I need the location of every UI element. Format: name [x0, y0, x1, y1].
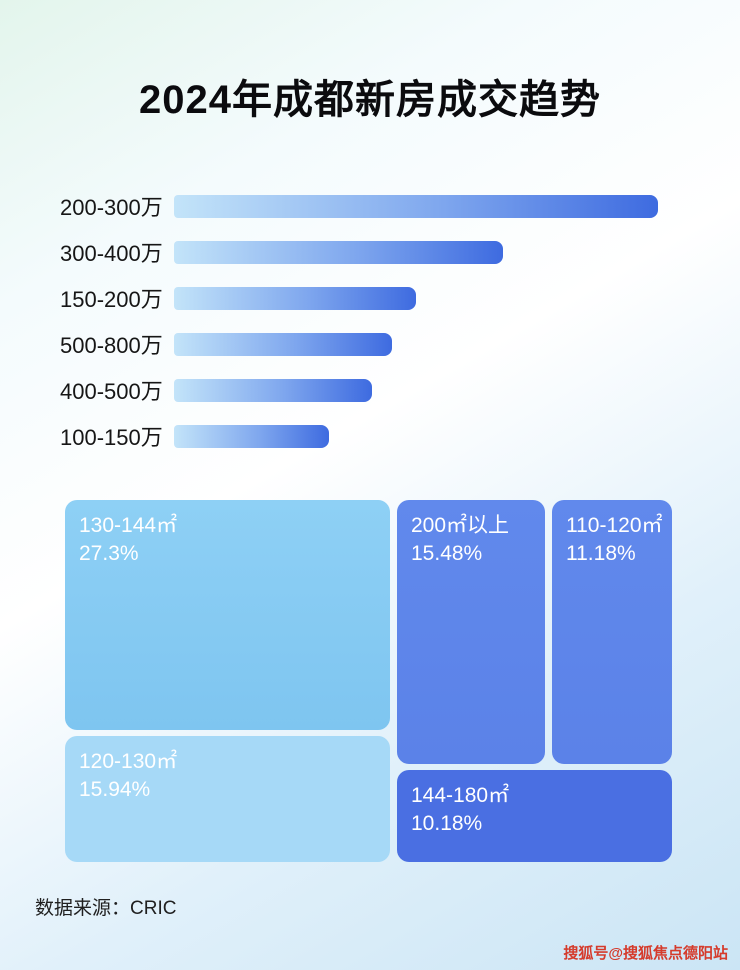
treemap-percent: 10.18% [411, 812, 483, 836]
page-title: 2024年成都新房成交趋势 [139, 77, 601, 122]
bar-100-150w [174, 424, 329, 448]
bar-category-label: 200-300万 [60, 195, 163, 220]
data-source-label: 数据来源：CRIC [35, 898, 177, 919]
treemap-block-130-144: 130-144㎡ 27.3% [65, 500, 390, 730]
watermark-text: 搜狐号@搜狐焦点德阳站 [563, 945, 728, 962]
treemap-label: 120-130㎡ [79, 750, 178, 773]
bar-track [174, 378, 658, 402]
treemap-label: 130-144㎡ [79, 514, 178, 537]
bar-track [174, 424, 658, 448]
area-share-treemap: 130-144㎡ 27.3% 120-130㎡ 15.94% 200㎡以上 15… [65, 500, 672, 862]
bar-row: 200-300万 [60, 183, 680, 229]
treemap-block-144-180: 144-180㎡ 10.18% [397, 770, 672, 862]
bar-category-label: 300-400万 [60, 241, 163, 266]
bar-row: 100-150万 [60, 413, 680, 459]
treemap-label: 144-180㎡ [411, 784, 510, 807]
bar-200-300w [174, 194, 658, 218]
price-range-bar-chart: 200-300万 300-400万 150-200万 500-800万 400-… [60, 183, 680, 459]
treemap-block-200-plus: 200㎡以上 15.48% [397, 500, 545, 764]
treemap-block-120-130: 120-130㎡ 15.94% [65, 736, 390, 862]
bar-row: 150-200万 [60, 275, 680, 321]
bar-track [174, 286, 658, 310]
bar-category-label: 500-800万 [60, 333, 163, 358]
bar-500-800w [174, 332, 392, 356]
bar-category-label: 150-200万 [60, 287, 163, 312]
treemap-percent: 27.3% [79, 542, 139, 566]
treemap-percent: 15.94% [79, 778, 151, 802]
bar-category-label: 400-500万 [60, 379, 163, 404]
bar-row: 300-400万 [60, 229, 680, 275]
bar-row: 400-500万 [60, 367, 680, 413]
treemap-label: 110-120㎡ [566, 514, 663, 537]
bar-150-200w [174, 286, 416, 310]
treemap-block-110-120: 110-120㎡ 11.18% [552, 500, 672, 764]
bar-300-400w [174, 240, 504, 264]
bar-track [174, 332, 658, 356]
treemap-percent: 11.18% [566, 542, 636, 566]
bar-track [174, 194, 658, 218]
treemap-percent: 15.48% [411, 542, 483, 566]
bar-track [174, 240, 658, 264]
bar-row: 500-800万 [60, 321, 680, 367]
bar-400-500w [174, 378, 373, 402]
treemap-label: 200㎡以上 [411, 514, 510, 537]
bar-category-label: 100-150万 [60, 425, 163, 450]
